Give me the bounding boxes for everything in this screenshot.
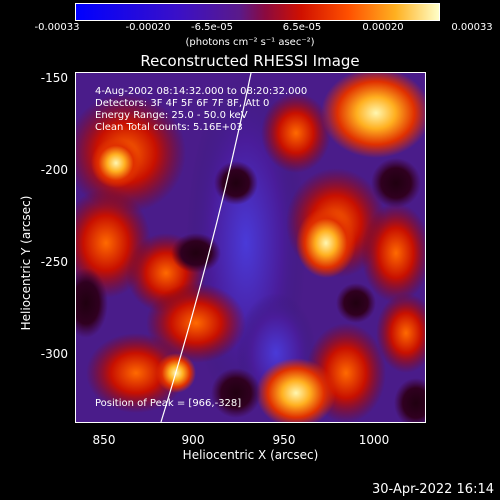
y-tick-label: -250 — [40, 255, 68, 269]
x-tick-label: 850 — [92, 433, 116, 447]
info-time-range: 4-Aug-2002 08:14:32.000 to 08:20:32.000 — [95, 86, 308, 97]
x-tick-label: 900 — [181, 433, 205, 447]
y-tick-label: -200 — [40, 163, 68, 177]
y-axis-label: Heliocentric Y (arcsec) — [19, 195, 33, 331]
x-tick-label: 1000 — [358, 433, 390, 447]
colorbar-tick-label: 0.00020 — [362, 22, 404, 33]
y-tick-label: -150 — [40, 71, 68, 85]
colorbar-units: (photons cm⁻² s⁻¹ asec⁻²) — [185, 37, 315, 48]
image-frame: 4-Aug-2002 08:14:32.000 to 08:20:32.000 … — [75, 72, 426, 423]
colorbar-tick-label: 6.5e-05 — [282, 22, 322, 33]
footer-timestamp: 30-Apr-2022 16:14 — [372, 482, 494, 497]
plot-title: Reconstructed RHESSI Image — [140, 52, 360, 70]
limb-line — [160, 73, 252, 422]
x-tick-label: 950 — [272, 433, 296, 447]
colorbar-tick-label: -6.5e-05 — [191, 22, 233, 33]
peak-position: Position of Peak = [966,-328] — [95, 398, 242, 409]
info-energy-range: Energy Range: 25.0 - 50.0 keV — [95, 110, 248, 121]
x-axis-label: Heliocentric X (arcsec) — [182, 448, 319, 462]
info-clean-counts: Clean Total counts: 5.16E+03 — [95, 122, 243, 133]
colorbar-tick-label: 0.00033 — [451, 22, 493, 33]
colorbar-tick-label: -0.00020 — [125, 22, 171, 33]
colorbar-gradient — [76, 4, 439, 20]
y-tick-label: -300 — [40, 347, 68, 361]
colorbar-tick-label: -0.00033 — [34, 22, 80, 33]
info-detectors: Detectors: 3F 4F 5F 6F 7F 8F, Att 0 — [95, 98, 270, 109]
solar-image — [76, 73, 425, 422]
colorbar — [75, 3, 440, 21]
